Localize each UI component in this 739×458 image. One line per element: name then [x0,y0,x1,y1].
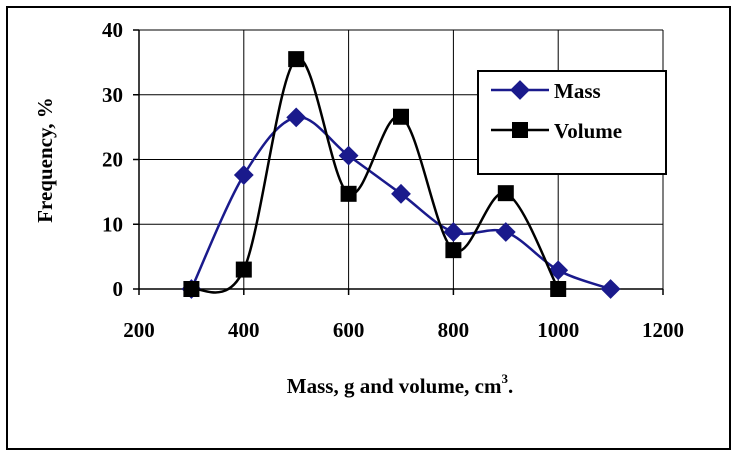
x-tick-label: 1000 [537,318,579,342]
legend-mass-label: Mass [554,79,601,103]
mass-data-point [443,222,464,242]
y-tick-label: 30 [102,83,123,107]
y-tick-label: 20 [102,148,123,172]
mass-data-point [338,145,359,166]
x-axis-title-main: Mass, g and volume, cm [287,374,502,398]
legend-box [477,70,667,175]
x-axis-title-suffix: . [508,374,513,398]
y-tick-label: 10 [102,212,123,236]
x-axis-title-superscript: 3 [501,371,508,386]
x-axis-title: Mass, g and volume, cm3. [287,371,513,398]
legend: Mass Volume [477,70,667,175]
y-tick-label: 0 [113,277,124,301]
x-tick-label: 600 [333,318,365,342]
volume-data-point [183,281,200,297]
mass-data-point [286,107,307,128]
y-tick-label: 40 [102,18,123,42]
series-layer [181,51,621,299]
volume-data-point [445,242,462,259]
volume-series-line [190,57,560,294]
x-tick-label: 1200 [642,318,684,342]
x-tick-label: 200 [123,318,155,342]
volume-data-point [393,108,409,125]
volume-data-point [340,185,357,202]
volume-data-point [550,281,567,297]
legend-volume-marker [512,122,528,138]
mass-data-point [233,165,254,185]
volume-data-point [288,51,305,68]
mass-data-point [600,279,621,299]
x-tick-label: 800 [438,318,470,342]
mass-data-point [495,222,516,242]
legend-volume-label: Volume [554,119,622,143]
y-axis-title: Frequency, % [33,97,57,223]
mass-data-point [548,260,569,281]
mass-data-point [391,183,411,204]
x-tick-label: 400 [228,318,260,342]
tick-labels: 200 400 600 800 1000 1200 0 10 20 30 40 [102,18,684,342]
volume-data-point [235,261,252,278]
volume-data-point [497,185,514,202]
